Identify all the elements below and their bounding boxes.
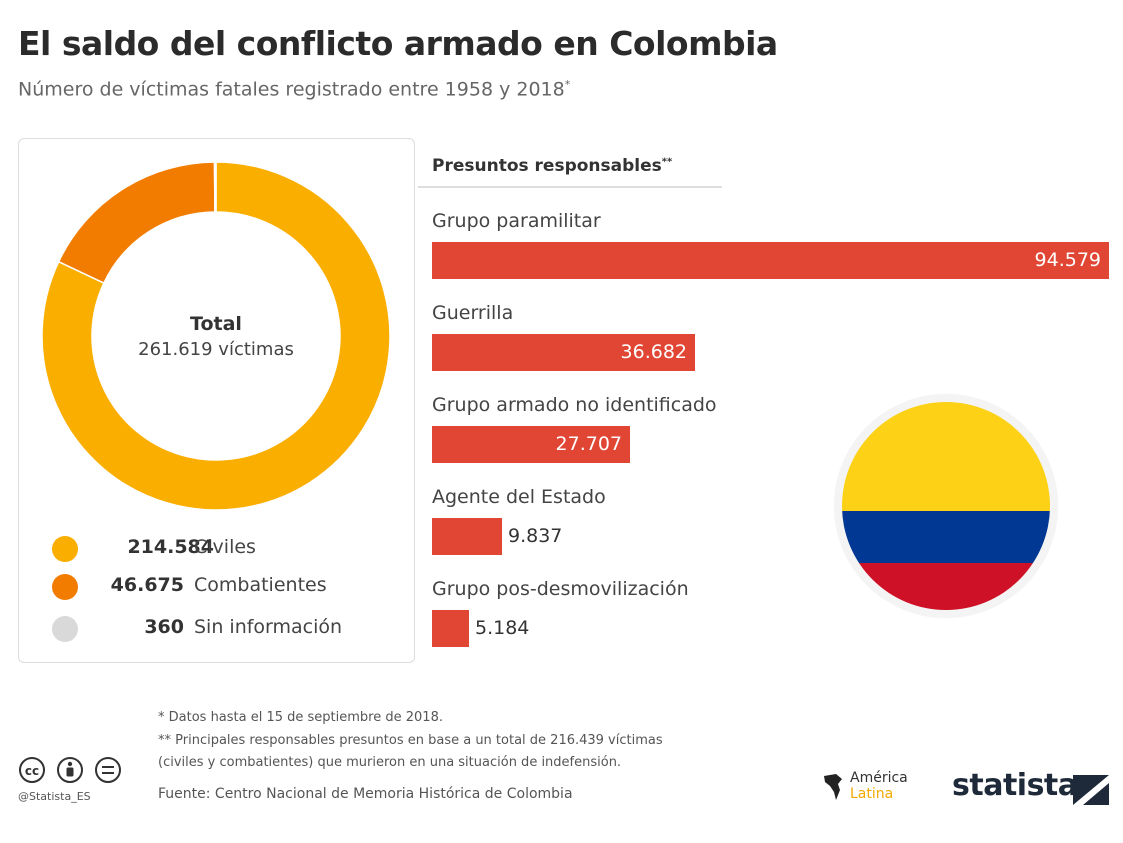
bar-value-agente-del-estado: 9.837 [508, 525, 563, 547]
statista-logo-text: statista [952, 768, 1078, 803]
legend-item-civiles: 214.584 Civiles [52, 534, 392, 564]
subtitle-footnote-mark: * [564, 78, 571, 91]
legend-item-combatientes: 46.675 Combatientes [52, 572, 392, 602]
legend-value-sin-informacion: 360 [144, 616, 184, 638]
footnote-1: * Datos hasta el 15 de septiembre de 201… [158, 710, 443, 725]
svg-text:cc: cc [25, 764, 39, 778]
footnote-3: (civiles y combatientes) que murieron en… [158, 755, 622, 770]
bar-value-grupo-paramilitar: 94.579 [1034, 249, 1101, 271]
bar-grupo-armado-no-identificado [432, 426, 630, 463]
legend-dot-sin-informacion [52, 616, 78, 642]
legend-value-civiles: 214.584 [127, 536, 214, 558]
creative-commons-icons: cc [19, 757, 121, 783]
donut-total-value: 261.619 víctimas [138, 339, 294, 360]
legend-item-sin-informacion: 360 Sin información [52, 614, 392, 644]
bar-label-grupo-pos-desmovilizacion: Grupo pos-desmovilización [432, 578, 689, 600]
chart-title: El saldo del conflicto armado en Colombi… [18, 24, 778, 63]
colombia-flag-icon [833, 393, 1059, 619]
donut-chart: Total 261.619 víctimas [41, 161, 391, 511]
subtitle-text: Número de víctimas fatales registrado en… [18, 78, 565, 101]
bar-grupo-paramilitar [432, 242, 1109, 279]
donut-slice-combatientes [57, 161, 216, 285]
footnote-2: ** Principales responsables presuntos en… [158, 733, 663, 748]
bar-agente-del-estado [432, 518, 502, 555]
bar-label-guerrilla: Guerrilla [432, 302, 514, 324]
cc-icon [19, 757, 45, 783]
donut-total-label: Total [190, 313, 242, 335]
donut-slice-sin-informacion [213, 161, 217, 213]
chart-subtitle: Número de víctimas fatales registrado en… [18, 78, 570, 100]
donut-slice-civiles [41, 161, 391, 511]
america-latina-logo-line1: América [850, 770, 908, 786]
responsables-footnote-mark: ** [661, 156, 673, 168]
legend-label-civiles: Civiles [194, 536, 256, 558]
attribution-icon [57, 757, 83, 783]
america-latina-logo-icon [824, 774, 842, 800]
statista-handle: @Statista_ES [18, 790, 91, 803]
legend-dot-combatientes [52, 574, 78, 600]
bar-label-agente-del-estado: Agente del Estado [432, 486, 606, 508]
bar-value-guerrilla: 36.682 [620, 341, 687, 363]
responsables-title-text: Presuntos responsables [432, 156, 662, 176]
legend-value-combatientes: 46.675 [110, 574, 184, 596]
bar-value-grupo-pos-desmovilizacion: 5.184 [475, 617, 530, 639]
responsables-divider [418, 186, 722, 188]
legend-dot-civiles [52, 536, 78, 562]
bar-value-grupo-armado-no-identificado: 27.707 [555, 433, 622, 455]
bar-label-grupo-armado-no-identificado: Grupo armado no identificado [432, 394, 717, 416]
bar-grupo-pos-desmovilizacion [432, 610, 469, 647]
responsables-title: Presuntos responsables** [432, 156, 672, 176]
bar-label-grupo-paramilitar: Grupo paramilitar [432, 210, 601, 232]
bar-guerrilla [432, 334, 695, 371]
source-text: Fuente: Centro Nacional de Memoria Histó… [158, 786, 573, 802]
legend-label-combatientes: Combatientes [194, 574, 327, 596]
america-latina-logo-line2: Latina [850, 786, 894, 802]
legend-label-sin-informacion: Sin información [194, 616, 343, 638]
statista-logo-icon [1073, 775, 1109, 805]
no-derivatives-icon [95, 757, 121, 783]
